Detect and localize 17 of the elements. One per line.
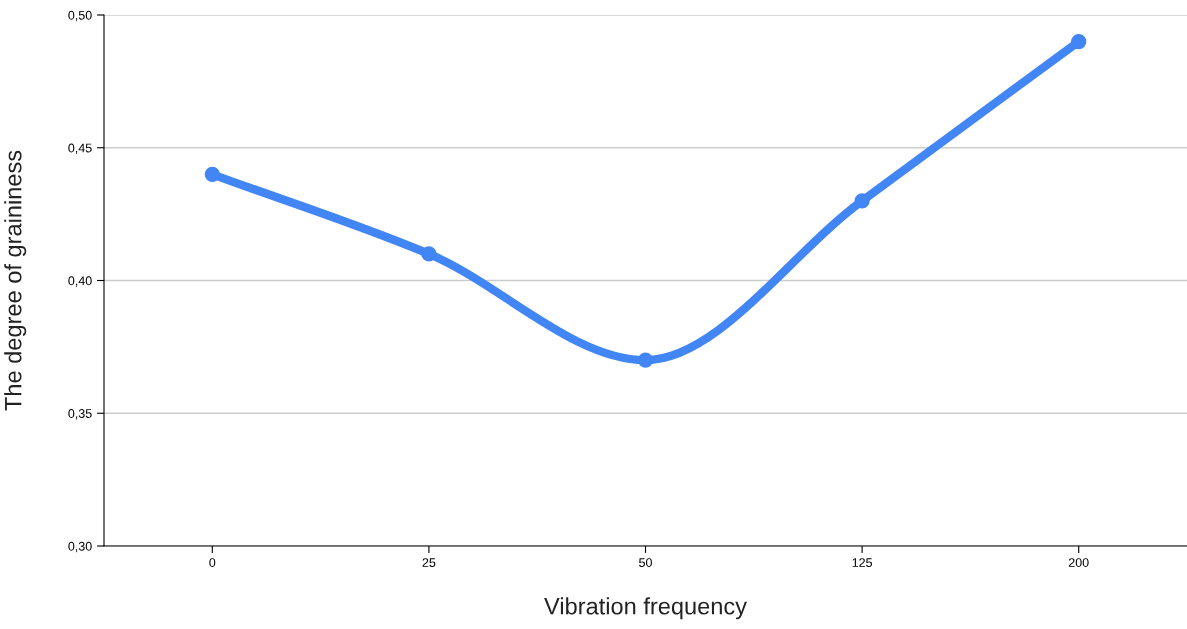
point <box>1071 33 1087 50</box>
x-tick-label: 50 <box>639 558 652 567</box>
point <box>421 246 437 262</box>
x-tick-label: 200 <box>1068 558 1089 567</box>
x-tick-label: 125 <box>852 558 872 567</box>
point <box>204 166 220 182</box>
x-tick-label: 0 <box>209 558 216 567</box>
point <box>854 193 870 209</box>
y-tick-label: 0,45 <box>68 143 92 154</box>
x-axis-title: Vibration frequency <box>544 597 747 620</box>
y-tick-label: 0,30 <box>68 541 92 553</box>
y-tick-label: 0,50 <box>68 10 92 22</box>
y-axis-title: The degree of graininess <box>4 150 27 411</box>
y-tick-label: 0,35 <box>68 409 92 420</box>
y-tick-label: 0,40 <box>68 276 92 287</box>
x-tick-label: 25 <box>422 558 436 567</box>
point <box>637 352 654 368</box>
